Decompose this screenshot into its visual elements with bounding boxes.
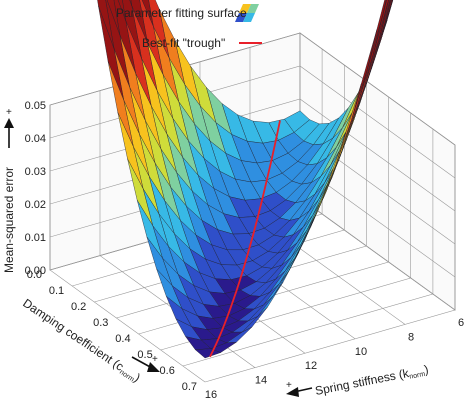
y-tick-label: 10 xyxy=(355,346,367,358)
svg-text:Spring stiffness (knorm): Spring stiffness (knorm) xyxy=(314,362,430,399)
z-axis-plus-mark: + xyxy=(6,107,12,118)
y-tick-label: 8 xyxy=(408,331,414,343)
x-tick-label: 0.4 xyxy=(115,333,130,345)
y-axis-label-sub: norm xyxy=(409,371,426,381)
x-axis-label-close: ) xyxy=(132,371,143,385)
legend: Parameter fitting surface Best-fit "trou… xyxy=(116,4,262,50)
x-tick-label: 0.1 xyxy=(49,285,64,297)
z-tick-label: 0.00 xyxy=(25,265,46,277)
x-tick-label: 0.6 xyxy=(160,365,175,377)
surface-patch xyxy=(384,0,392,23)
x-tick-label: 0.2 xyxy=(71,301,86,313)
best-fit-trough-line xyxy=(209,120,281,358)
legend-surface-swatch xyxy=(235,4,259,22)
fitting-surface xyxy=(97,0,394,359)
y-tick-labels: 6 8 10 12 14 16 xyxy=(205,317,464,401)
z-tick-labels: 0.00 0.01 0.02 0.03 0.04 0.05 xyxy=(25,100,46,277)
z-axis-label: Mean-squared error xyxy=(2,167,16,273)
y-axis-label: Spring stiffness (k xyxy=(314,366,411,398)
z-tick-label: 0.04 xyxy=(25,133,46,145)
y-tick-label: 12 xyxy=(305,360,317,372)
x-tick-label: 0.7 xyxy=(182,381,197,393)
surface-patch xyxy=(378,0,391,39)
x-tick-label: 0.5 xyxy=(137,349,152,361)
y-axis-plus-mark: + xyxy=(286,380,292,391)
y-tick-label: 14 xyxy=(255,375,267,387)
y-axis-title: Spring stiffness (knorm) xyxy=(314,362,430,399)
y-axis-label-close: ) xyxy=(423,362,430,377)
surface-patch xyxy=(194,348,222,359)
x-tick-labels: 0.0 0.1 0.2 0.3 0.4 0.5 0.6 0.7 xyxy=(27,269,197,393)
legend-surface-label: Parameter fitting surface xyxy=(116,6,247,20)
x-axis-arrow: + xyxy=(131,354,160,372)
z-axis-title: Mean-squared error xyxy=(2,167,16,273)
x-axis-plus-mark: + xyxy=(152,354,158,365)
z-tick-label: 0.05 xyxy=(25,100,46,112)
x-tick-label: 0.0 xyxy=(27,269,42,281)
legend-trough-label: Best-fit "trough" xyxy=(142,36,225,50)
z-tick-label: 0.02 xyxy=(25,199,46,211)
y-tick-label: 16 xyxy=(205,389,217,401)
z-axis-arrow: + xyxy=(4,107,14,148)
z-tick-label: 0.03 xyxy=(25,166,46,178)
y-tick-label: 6 xyxy=(458,317,464,329)
surface-patch xyxy=(390,0,393,5)
trough-line xyxy=(209,120,281,358)
z-tick-label: 0.01 xyxy=(25,232,46,244)
y-axis-arrow: + xyxy=(286,380,313,397)
x-tick-label: 0.3 xyxy=(93,317,108,329)
